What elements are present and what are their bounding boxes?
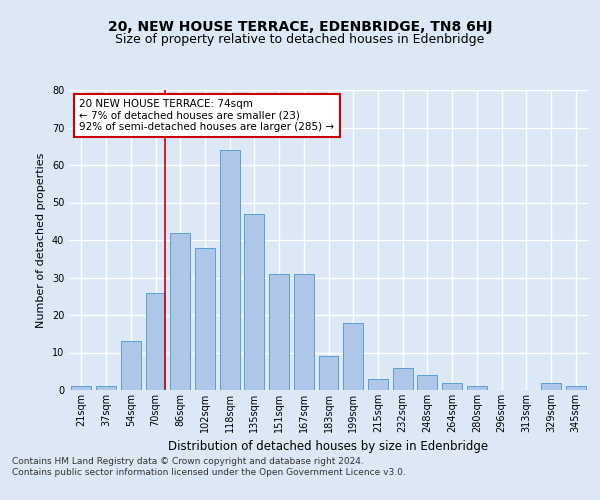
- Text: 20, NEW HOUSE TERRACE, EDENBRIDGE, TN8 6HJ: 20, NEW HOUSE TERRACE, EDENBRIDGE, TN8 6…: [108, 20, 492, 34]
- Bar: [121, 341, 140, 390]
- Bar: [319, 356, 338, 390]
- X-axis label: Distribution of detached houses by size in Edenbridge: Distribution of detached houses by size …: [169, 440, 488, 454]
- Bar: [467, 386, 487, 390]
- Bar: [541, 382, 561, 390]
- Y-axis label: Number of detached properties: Number of detached properties: [36, 152, 46, 328]
- Text: 20 NEW HOUSE TERRACE: 74sqm
← 7% of detached houses are smaller (23)
92% of semi: 20 NEW HOUSE TERRACE: 74sqm ← 7% of deta…: [79, 99, 335, 132]
- Bar: [343, 322, 363, 390]
- Bar: [393, 368, 413, 390]
- Bar: [170, 232, 190, 390]
- Bar: [368, 379, 388, 390]
- Bar: [294, 274, 314, 390]
- Bar: [442, 382, 462, 390]
- Bar: [96, 386, 116, 390]
- Bar: [71, 386, 91, 390]
- Bar: [269, 274, 289, 390]
- Bar: [220, 150, 239, 390]
- Text: Size of property relative to detached houses in Edenbridge: Size of property relative to detached ho…: [115, 33, 485, 46]
- Text: Contains HM Land Registry data © Crown copyright and database right 2024.
Contai: Contains HM Land Registry data © Crown c…: [12, 458, 406, 477]
- Bar: [146, 292, 166, 390]
- Bar: [418, 375, 437, 390]
- Bar: [195, 248, 215, 390]
- Bar: [244, 214, 264, 390]
- Bar: [566, 386, 586, 390]
